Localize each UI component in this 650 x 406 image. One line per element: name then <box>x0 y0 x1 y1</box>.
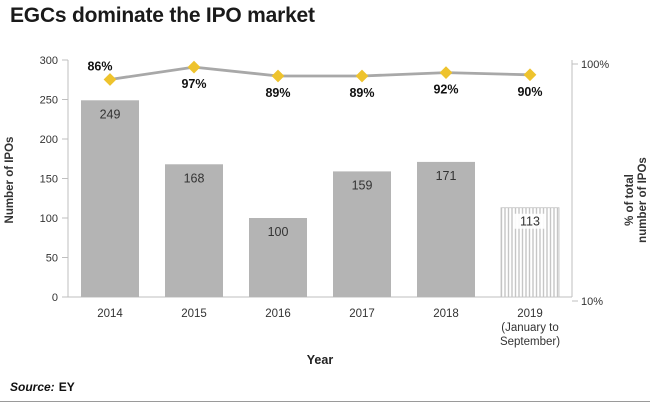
diamond-marker <box>103 73 117 86</box>
pct-label: 90% <box>517 85 542 99</box>
pct-label: 89% <box>349 86 374 100</box>
source-note: Source: EY <box>10 380 75 394</box>
pct-line <box>108 65 532 81</box>
y-axis-right-title: % of total number of IPOs <box>624 157 649 243</box>
y-left-tick-label: 100 <box>40 213 58 225</box>
bar-value-label: 100 <box>268 225 289 239</box>
bar-value-label: 171 <box>436 169 457 183</box>
y-left-tick-label: 300 <box>40 55 58 67</box>
chart-title: EGCs dominate the IPO market <box>10 4 315 27</box>
bar-2014 <box>81 100 139 297</box>
pct-line-series: 86% 97% 89% 89% 92% 90% <box>87 60 542 100</box>
pct-label: 97% <box>181 77 206 91</box>
x-category-label: (January to <box>501 322 559 334</box>
y-left-tick-label: 150 <box>40 174 58 186</box>
x-category-label: 2015 <box>181 308 207 320</box>
bar-label-bg <box>514 213 546 229</box>
x-category-label: 2014 <box>97 308 123 320</box>
y-left-tick-label: 200 <box>40 134 58 146</box>
y-axis-right-title-line: % of total <box>624 174 636 226</box>
y-left-tick-label: 250 <box>40 95 58 107</box>
bar-series: 249 168 100 159 171 113 <box>81 100 560 298</box>
bar-2018 <box>417 161 475 297</box>
pct-label: 92% <box>433 83 458 97</box>
diamond-marker <box>187 60 201 74</box>
bar-2016 <box>249 218 307 297</box>
bar-2015 <box>165 164 223 297</box>
y-left-tick-label: 0 <box>52 292 58 304</box>
source-label: Source: <box>10 380 55 394</box>
y-right-tick-label: 100% <box>581 59 609 71</box>
pct-label: 86% <box>87 60 112 74</box>
x-category-label: 2019 <box>517 308 543 320</box>
bar-value-label: 113 <box>520 215 540 229</box>
diamond-marker <box>355 69 369 83</box>
y-right-tick-label: 10% <box>581 296 603 308</box>
diamond-marker <box>523 68 537 82</box>
bar-value-label: 159 <box>352 178 373 192</box>
diamond-marker <box>271 69 285 83</box>
x-category-label: September) <box>500 336 560 348</box>
pct-label: 89% <box>265 86 290 100</box>
bottom-divider <box>0 401 650 402</box>
y-left-tick-label: 50 <box>46 253 58 265</box>
x-category-label: 2017 <box>349 308 375 320</box>
bar-value-label: 168 <box>184 171 205 185</box>
y-axis-left-title: Number of IPOs <box>4 137 16 224</box>
axes: 0 50 100 150 200 250 300 100% 10% <box>40 55 610 308</box>
diamond-marker <box>439 66 453 79</box>
x-axis-labels: 2014 2015 2016 2017 2018 2019 (January to Septe… <box>97 308 560 348</box>
ipo-bar-line-chart: 0 50 100 150 200 250 300 100% 10% 249 168 100 159 171… <box>4 55 649 367</box>
bar-2017 <box>333 171 391 297</box>
x-category-label: 2018 <box>433 308 459 320</box>
bar-value-label: 249 <box>100 107 121 121</box>
source-value: EY <box>58 380 75 394</box>
x-axis-title: Year <box>307 353 334 367</box>
y-axis-right-title-line: number of IPOs <box>637 157 649 243</box>
x-category-label: 2016 <box>265 308 291 320</box>
